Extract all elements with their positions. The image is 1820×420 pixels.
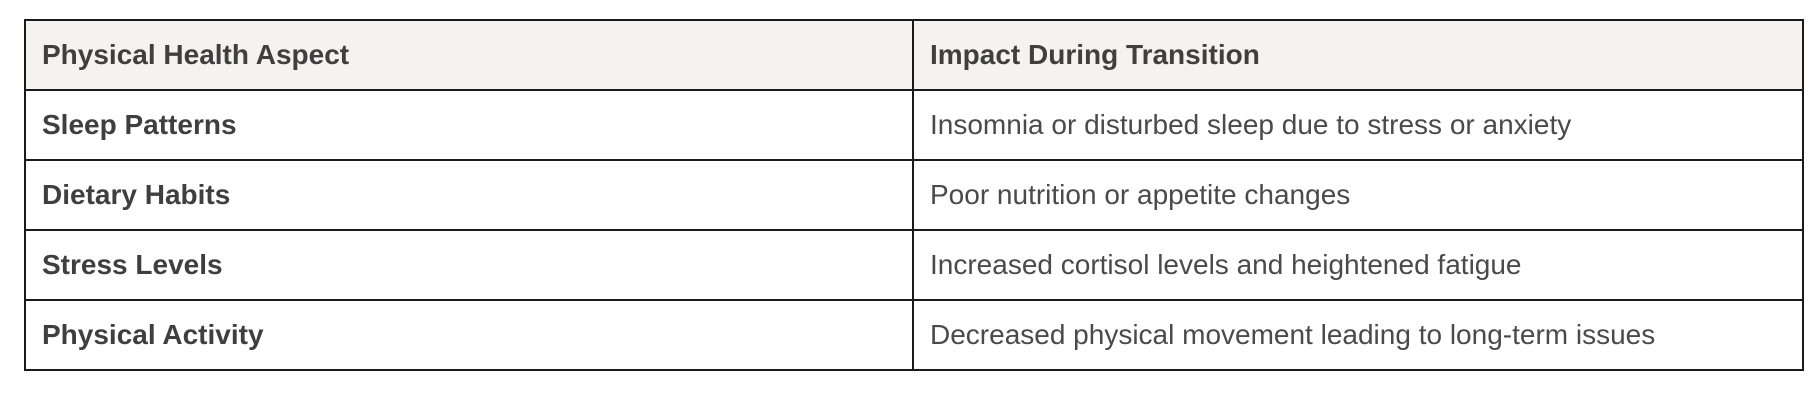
aspect-cell: Stress Levels [24, 229, 914, 301]
table-body: Sleep Patterns Insomnia or disturbed sle… [24, 89, 1804, 371]
header-row: Physical Health Aspect Impact During Tra… [24, 19, 1804, 91]
impact-cell: Poor nutrition or appetite changes [912, 159, 1804, 231]
health-impact-table: Physical Health Aspect Impact During Tra… [24, 19, 1804, 371]
aspect-cell: Dietary Habits [24, 159, 914, 231]
column-header-aspect: Physical Health Aspect [24, 19, 914, 91]
table-header: Physical Health Aspect Impact During Tra… [24, 19, 1804, 91]
aspect-cell: Physical Activity [24, 299, 914, 371]
impact-cell: Insomnia or disturbed sleep due to stres… [912, 89, 1804, 161]
health-table-container: Physical Health Aspect Impact During Tra… [24, 19, 1804, 371]
aspect-cell: Sleep Patterns [24, 89, 914, 161]
impact-cell: Increased cortisol levels and heightened… [912, 229, 1804, 301]
impact-cell: Decreased physical movement leading to l… [912, 299, 1804, 371]
column-header-impact: Impact During Transition [912, 19, 1804, 91]
table-row: Stress Levels Increased cortisol levels … [24, 229, 1804, 301]
table-row: Sleep Patterns Insomnia or disturbed sle… [24, 89, 1804, 161]
table-row: Physical Activity Decreased physical mov… [24, 299, 1804, 371]
table-row: Dietary Habits Poor nutrition or appetit… [24, 159, 1804, 231]
